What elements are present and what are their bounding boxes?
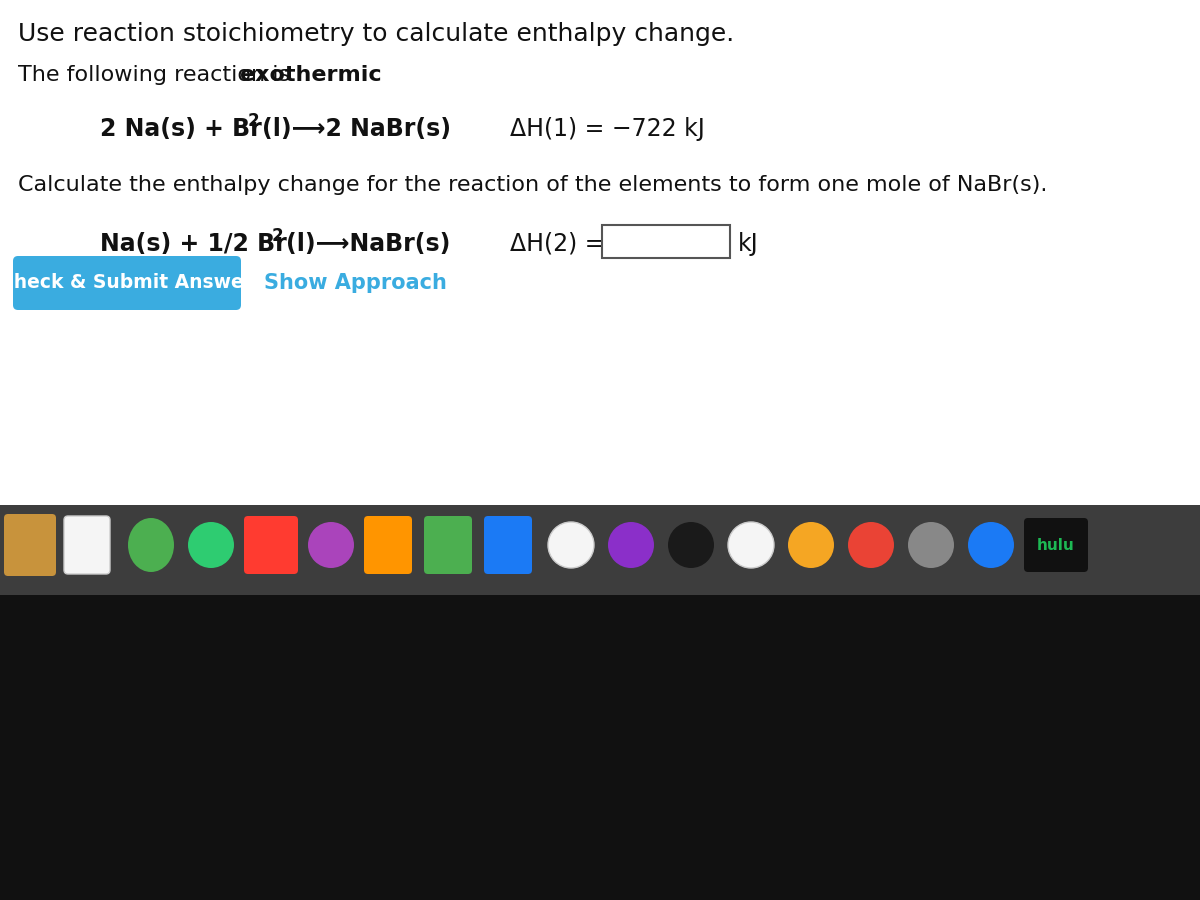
FancyBboxPatch shape bbox=[244, 516, 298, 574]
Bar bbox=[0, 595, 1200, 900]
FancyBboxPatch shape bbox=[424, 516, 472, 574]
Text: 2: 2 bbox=[272, 227, 283, 245]
Ellipse shape bbox=[668, 522, 714, 568]
Ellipse shape bbox=[308, 522, 354, 568]
Text: (l)⟶NaBr(s): (l)⟶NaBr(s) bbox=[286, 232, 450, 256]
Bar bbox=[0, 505, 1200, 595]
Ellipse shape bbox=[608, 522, 654, 568]
Ellipse shape bbox=[788, 522, 834, 568]
Text: Show Approach: Show Approach bbox=[264, 273, 446, 293]
Bar bbox=[0, 595, 1200, 597]
FancyBboxPatch shape bbox=[1024, 518, 1088, 572]
Text: The following reaction is: The following reaction is bbox=[18, 65, 298, 85]
Text: hulu: hulu bbox=[1037, 537, 1075, 553]
Bar bbox=[0, 588, 1200, 610]
Text: .: . bbox=[326, 65, 334, 85]
FancyBboxPatch shape bbox=[64, 516, 110, 574]
Text: 2: 2 bbox=[248, 112, 259, 130]
Ellipse shape bbox=[968, 522, 1014, 568]
Ellipse shape bbox=[188, 522, 234, 568]
Text: exothermic: exothermic bbox=[240, 65, 382, 85]
Text: ΔH(2) =: ΔH(2) = bbox=[510, 232, 605, 256]
Text: Na(s) + 1/2 Br: Na(s) + 1/2 Br bbox=[100, 232, 287, 256]
Ellipse shape bbox=[848, 522, 894, 568]
Bar bbox=[602, 225, 730, 258]
Text: Check & Submit Answer: Check & Submit Answer bbox=[0, 274, 253, 292]
Bar bbox=[0, 0, 1200, 595]
Text: 2 Na(s) + Br: 2 Na(s) + Br bbox=[100, 117, 262, 141]
Ellipse shape bbox=[908, 522, 954, 568]
Ellipse shape bbox=[728, 522, 774, 568]
FancyBboxPatch shape bbox=[13, 256, 241, 310]
FancyBboxPatch shape bbox=[4, 514, 56, 576]
Text: kJ: kJ bbox=[738, 232, 758, 256]
Text: Calculate the enthalpy change for the reaction of the elements to form one mole : Calculate the enthalpy change for the re… bbox=[18, 175, 1048, 195]
Ellipse shape bbox=[548, 522, 594, 568]
Text: Use reaction stoichiometry to calculate enthalpy change.: Use reaction stoichiometry to calculate … bbox=[18, 22, 734, 46]
Ellipse shape bbox=[128, 518, 174, 572]
Text: ΔH(1) = −722 kJ: ΔH(1) = −722 kJ bbox=[510, 117, 704, 141]
FancyBboxPatch shape bbox=[484, 516, 532, 574]
FancyBboxPatch shape bbox=[364, 516, 412, 574]
Text: (l)⟶2 NaBr(s): (l)⟶2 NaBr(s) bbox=[262, 117, 451, 141]
